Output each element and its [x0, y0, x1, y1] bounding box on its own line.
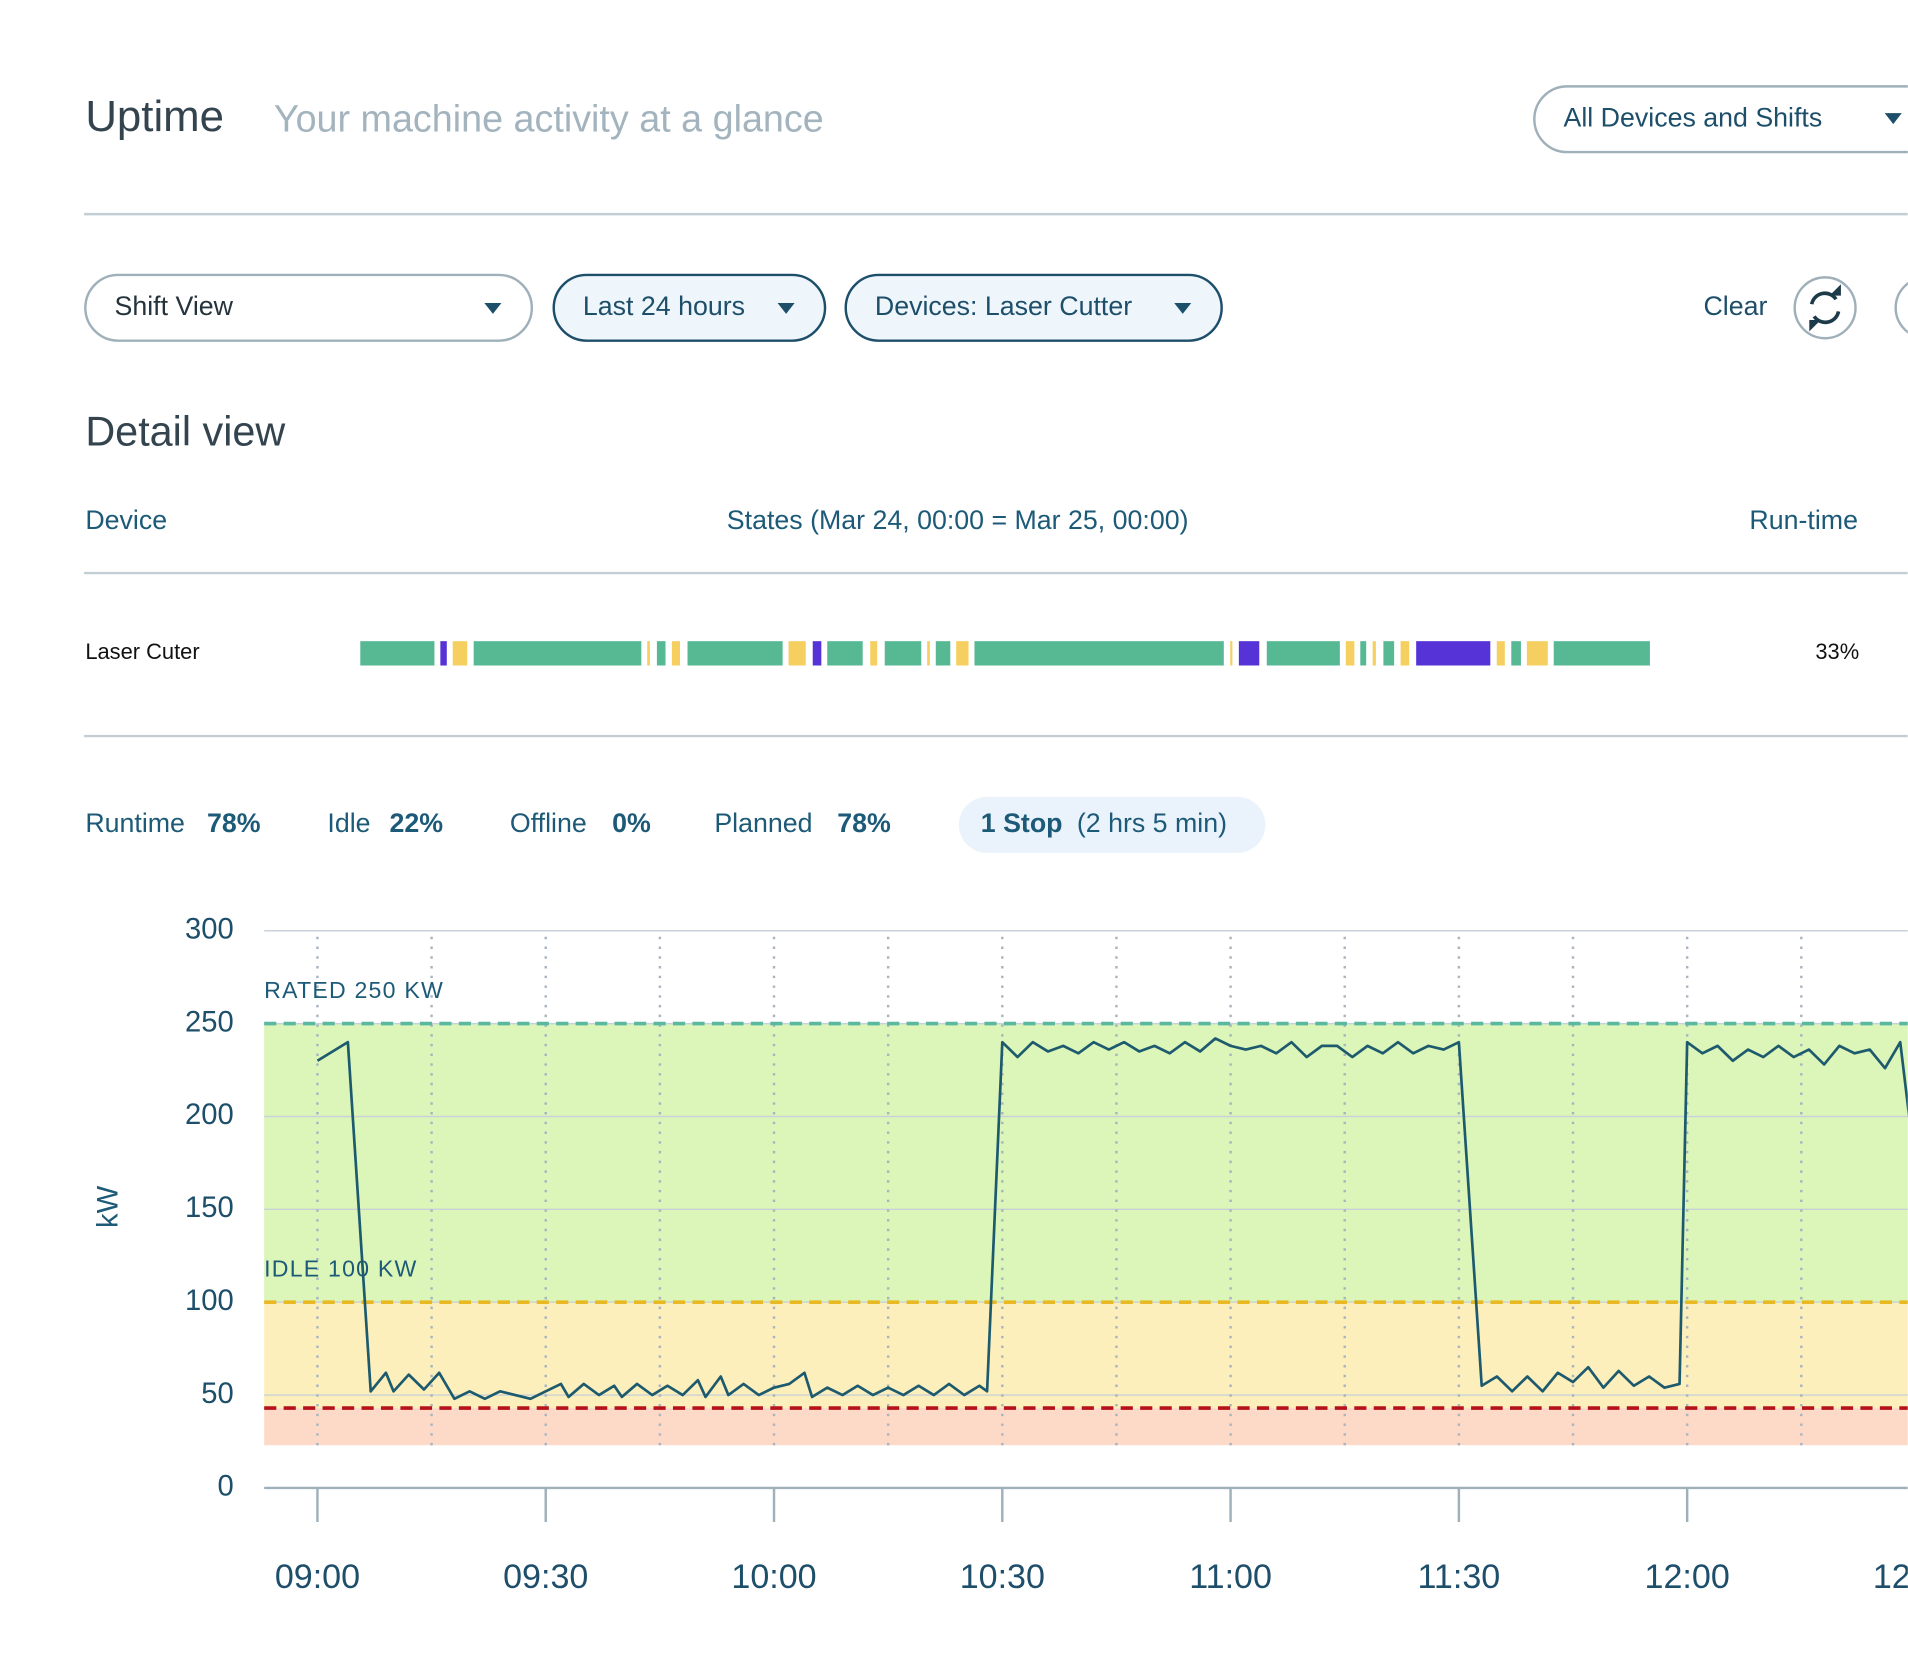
state-segment	[452, 641, 468, 666]
state-segment	[1383, 641, 1395, 666]
state-segment	[1553, 641, 1650, 666]
device-runtime: 33%	[1815, 639, 1859, 664]
threshold-label: IDLE 100 KW	[264, 1256, 417, 1282]
page-subtitle: Your machine activity at a glance	[274, 98, 824, 140]
range-select[interactable]	[552, 273, 827, 342]
stat-value: 22%	[389, 808, 443, 838]
stat-label: Offline	[510, 808, 587, 838]
state-segment	[974, 641, 1224, 666]
x-tick-label: 11:30	[1418, 1558, 1501, 1596]
state-segment	[1511, 641, 1521, 666]
state-segment	[1496, 641, 1505, 666]
devices-select-label[interactable]: Devices: Laser Cutter	[875, 291, 1132, 321]
stop-pill[interactable]	[958, 796, 1266, 853]
caret	[777, 302, 795, 314]
x-tick-label: 10:30	[960, 1558, 1045, 1596]
state-segment	[956, 641, 969, 666]
stat-value: 0%	[612, 808, 651, 838]
state-segment	[870, 641, 878, 666]
column-header: States (Mar 24, 00:00 = Mar 25, 00:00)	[727, 505, 1189, 535]
column-header: Device	[85, 505, 167, 535]
state-bar	[360, 641, 1650, 666]
state-segment	[827, 641, 863, 666]
refresh-button[interactable]	[1793, 276, 1857, 340]
y-tick-label: 300	[185, 913, 234, 945]
state-segment	[647, 641, 650, 666]
refresh-icon	[1809, 291, 1841, 325]
state-segment	[788, 641, 806, 666]
scope-button-label[interactable]: All Devices and Shifts	[1564, 102, 1823, 132]
stat-value: 78%	[837, 808, 891, 838]
scope-button[interactable]	[1533, 85, 1908, 154]
state-segment	[360, 641, 435, 666]
caret	[1884, 113, 1902, 125]
state-segment	[1526, 641, 1548, 666]
y-tick-label: 200	[185, 1099, 234, 1131]
content: Uptime Your machine activity at a glance…	[84, 85, 1908, 1596]
stat-label: Planned	[714, 808, 812, 838]
state-segment	[927, 641, 930, 666]
x-tick-label: 10:00	[731, 1558, 816, 1596]
range-select-label[interactable]: Last 24 hours	[583, 291, 745, 321]
state-segment	[656, 641, 666, 666]
state-segment	[1230, 641, 1233, 666]
x-tick-label: 12:00	[1645, 1558, 1730, 1596]
state-segment	[884, 641, 922, 666]
x-tick-label: 09:00	[275, 1558, 360, 1596]
state-segment	[473, 641, 642, 666]
y-tick-label: 100	[185, 1285, 234, 1317]
state-segment	[440, 641, 447, 666]
x-tick-label: 12:30	[1873, 1558, 1908, 1596]
state-segment	[1238, 641, 1260, 666]
y-tick-label: 50	[201, 1378, 233, 1410]
caret	[1174, 302, 1192, 314]
clear-button[interactable]: Clear	[1703, 291, 1767, 321]
device-name: Laser Cuter	[85, 639, 199, 664]
state-segment	[671, 641, 681, 666]
state-segment	[1266, 641, 1340, 666]
state-segment	[1372, 641, 1376, 666]
state-segment	[687, 641, 783, 666]
stat-value: 78%	[207, 808, 261, 838]
y-tick-label: 0	[218, 1471, 234, 1503]
state-segment	[1400, 641, 1410, 666]
more-button[interactable]	[1894, 277, 1908, 338]
line-series	[316, 1037, 1908, 1401]
stat-label: Idle	[327, 808, 370, 838]
stat-label: Runtime	[85, 808, 185, 838]
stop-count[interactable]: 1 Stop	[981, 808, 1063, 838]
page-title: Uptime	[85, 92, 224, 141]
section-title: Detail view	[85, 408, 285, 454]
state-segment	[812, 641, 822, 666]
band	[264, 1408, 1908, 1446]
view-select-label[interactable]: Shift View	[115, 291, 234, 321]
state-segment	[1345, 641, 1355, 666]
view-select[interactable]	[84, 273, 534, 342]
chart: 0 50 100 150 200 250 300 09:00 09:30 10:00 10:30 11…	[185, 913, 1908, 1596]
y-tick-label: 150	[185, 1192, 234, 1224]
x-tick-label: 09:30	[503, 1558, 588, 1596]
refresh-arrows	[1809, 284, 1841, 332]
caret	[484, 302, 502, 314]
x-tick-label: 11:00	[1189, 1558, 1272, 1596]
column-header: Run-time	[1749, 505, 1858, 535]
state-segment	[1416, 641, 1491, 666]
y-tick-label: 250	[185, 1006, 234, 1038]
state-segment	[1360, 641, 1367, 666]
band	[264, 1302, 1908, 1409]
band	[264, 1023, 1908, 1303]
devices-select[interactable]	[844, 273, 1223, 342]
state-segment	[935, 641, 951, 666]
stop-detail[interactable]: (2 hrs 5 min)	[1077, 808, 1227, 838]
y-axis-label: kW	[92, 1185, 124, 1228]
threshold-label: RATED 250 KW	[264, 977, 444, 1003]
